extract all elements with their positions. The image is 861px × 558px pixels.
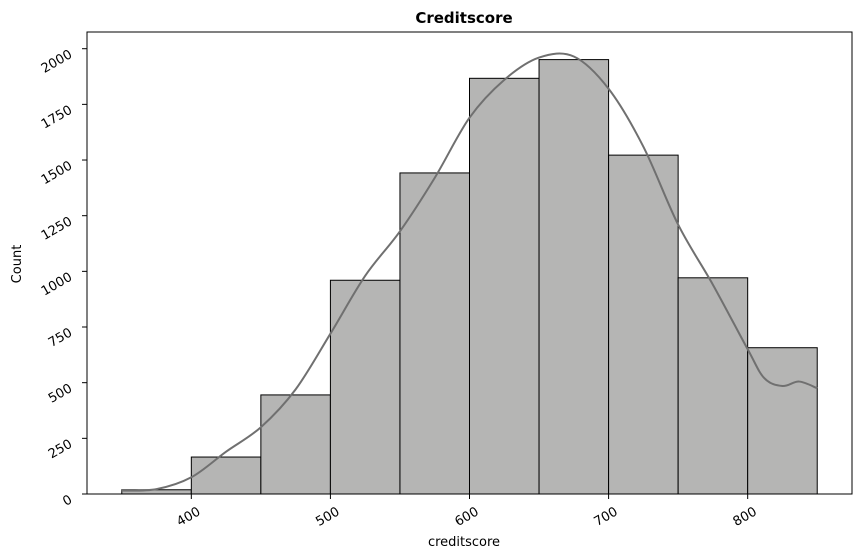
y-axis-ticks: 0 250 500 750 1000 1250 1500 1750 2000 [39,47,87,510]
chart-title: Creditscore [415,9,512,27]
histogram-bar [538,59,610,495]
histogram-bar [608,154,679,495]
y-tick-label: 1500 [39,158,75,188]
y-tick-label: 2000 [39,47,75,77]
bars-group [121,59,818,495]
x-tick-label: 500 [313,504,342,529]
x-axis-label: creditscore [428,535,500,550]
y-tick-label: 1750 [39,103,75,133]
kde-curve [121,52,818,492]
x-tick-label: 700 [592,504,621,529]
histogram-bar [329,279,401,495]
y-tick-label: 0 [60,492,75,509]
x-tick-label: 600 [452,504,481,529]
histogram-bar [190,456,262,495]
x-tick-label: 400 [174,504,203,529]
y-tick-label: 250 [46,437,75,462]
histogram-bar [677,277,749,495]
y-tick-label: 500 [46,381,75,406]
histogram-bar [469,77,540,495]
y-tick-label: 1250 [39,214,75,244]
x-axis-ticks: 400 500 600 700 800 [174,494,760,530]
histogram-bar [399,172,471,495]
y-tick-label: 1000 [39,270,75,300]
histogram-bar [260,394,331,495]
y-axis-label: Count [10,245,25,284]
x-tick-label: 800 [731,504,760,529]
y-tick-label: 750 [46,325,75,350]
